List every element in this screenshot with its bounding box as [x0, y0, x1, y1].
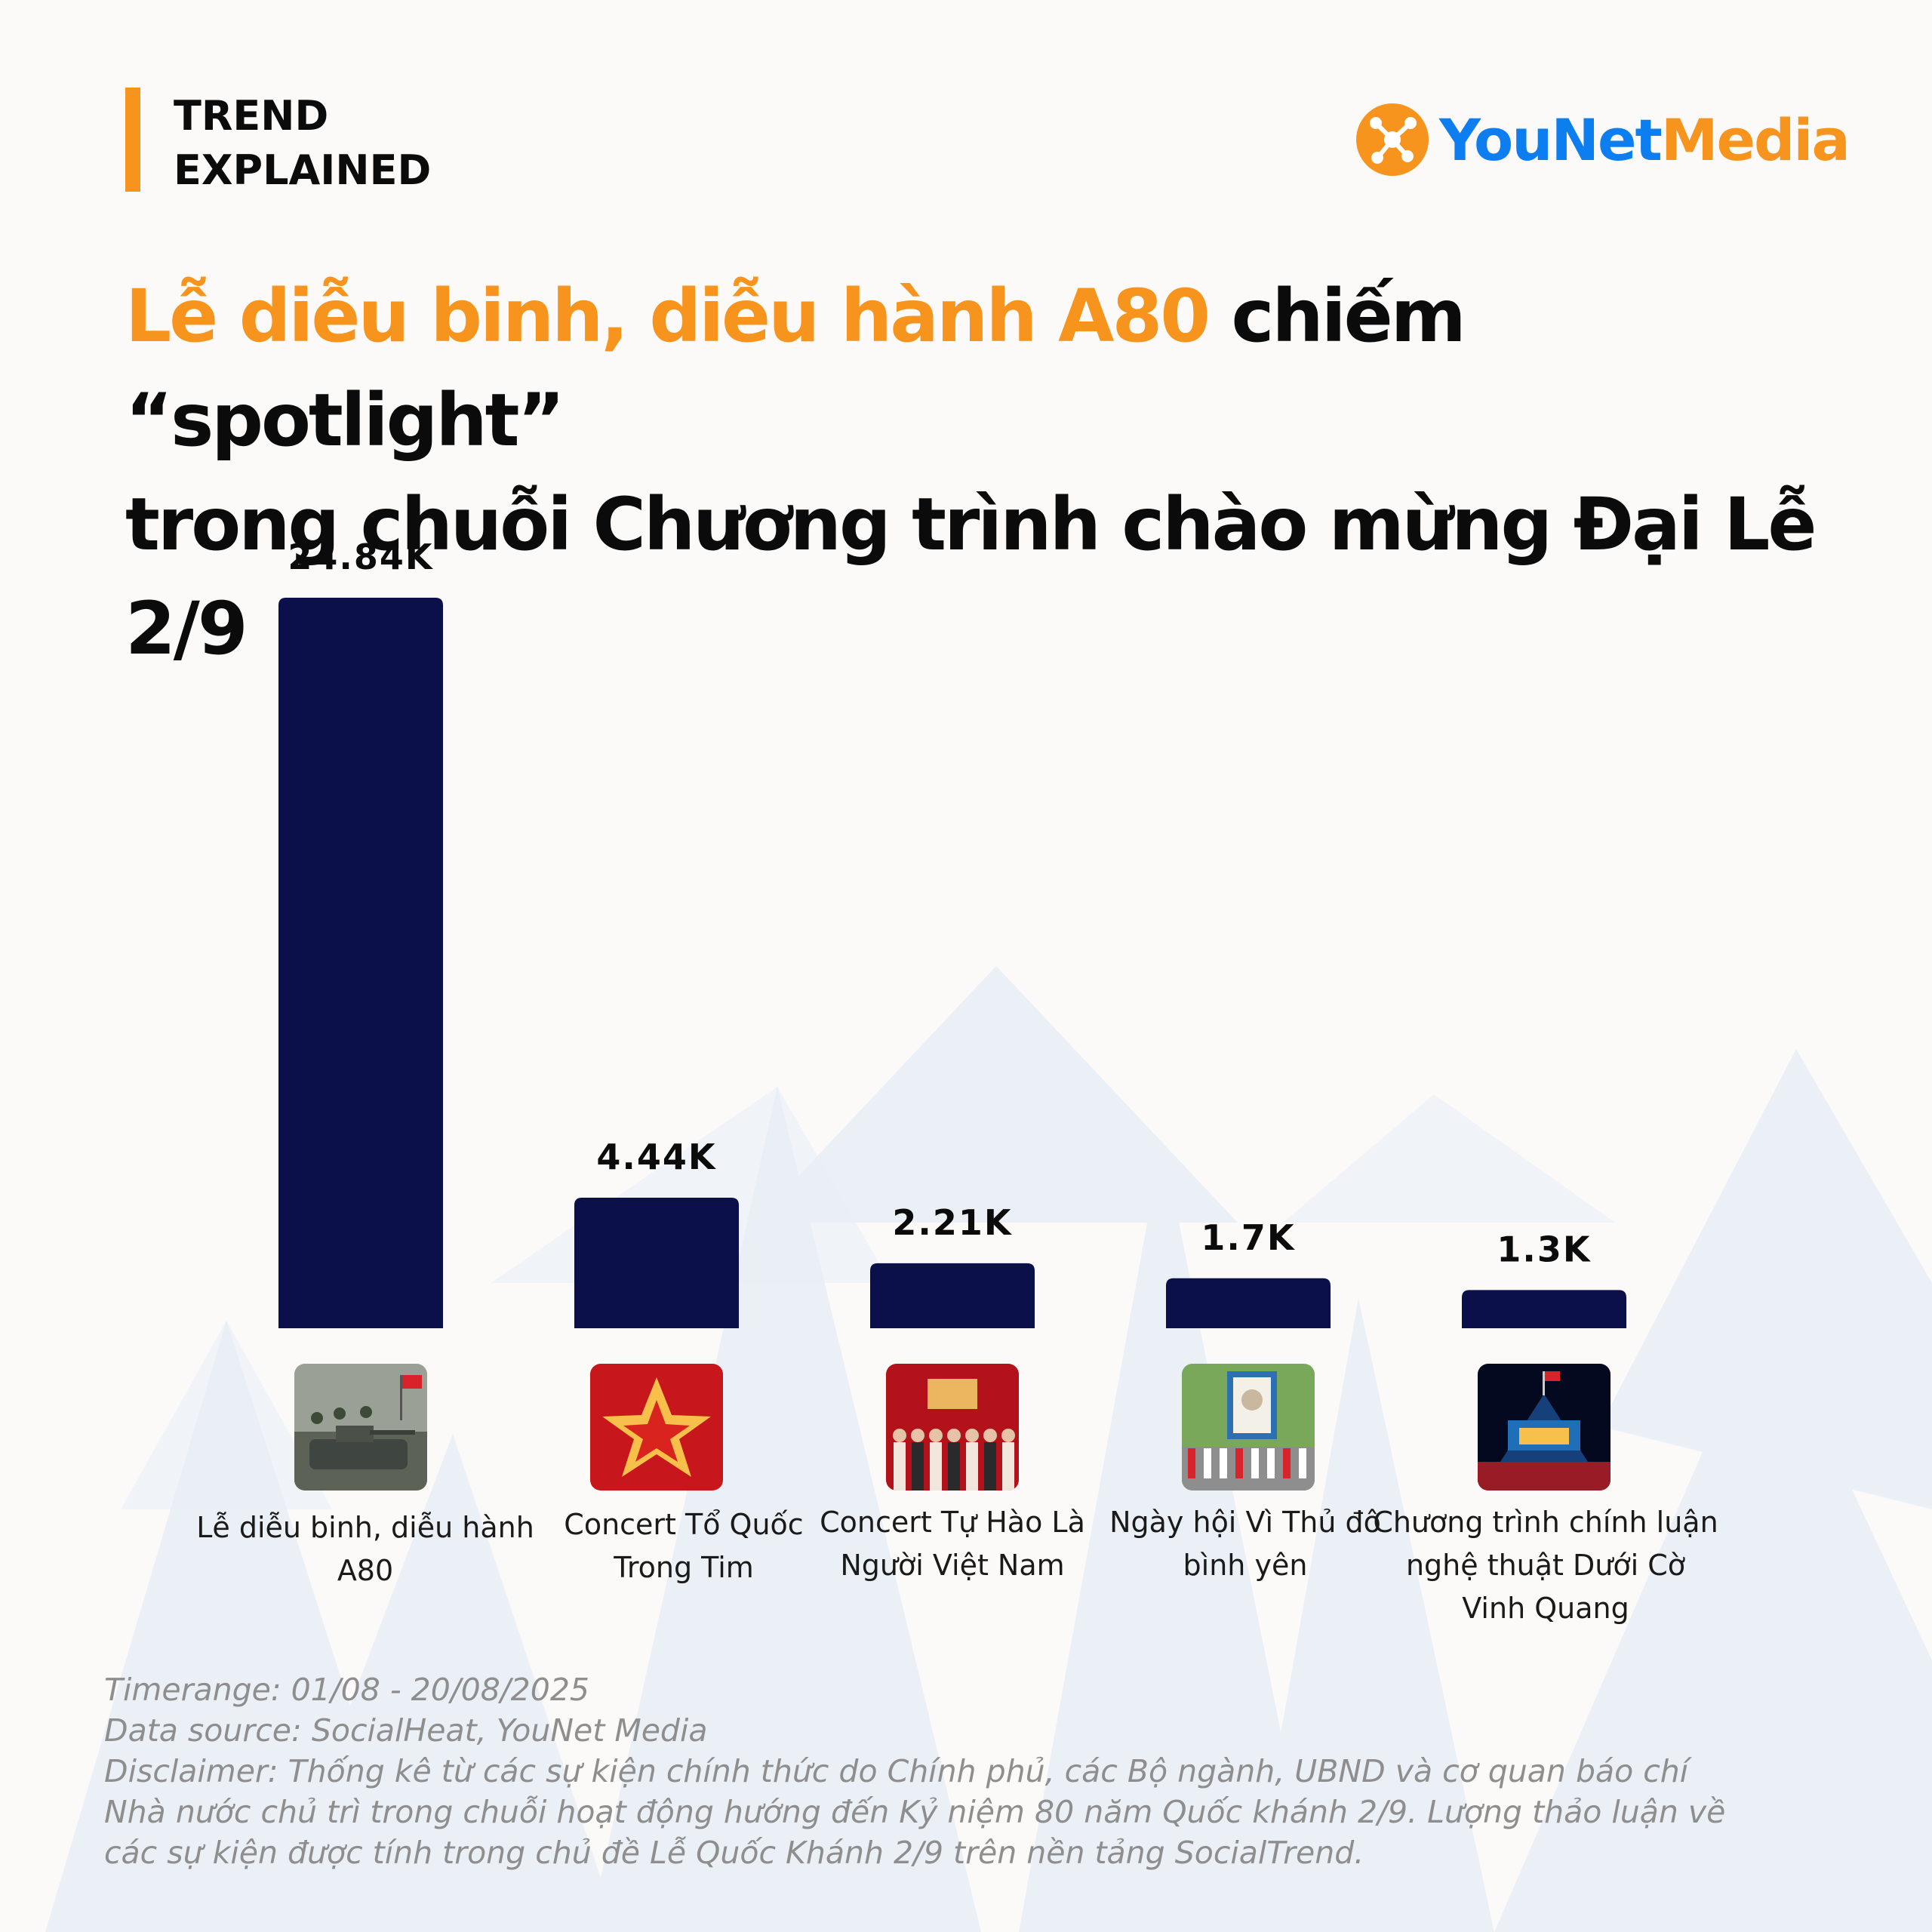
brand-name-part2: Media — [1660, 106, 1850, 174]
younet-network-icon — [1356, 103, 1429, 176]
data-label-4: 1.7K — [1201, 1217, 1295, 1258]
page-title: Lễ diễu binh, diễu hành A80 chiếm “spotl… — [125, 264, 1861, 681]
bar-chart: 24.84K Lễ diễu binh, diễu hành A80 4.44K Con… — [196, 537, 1718, 1625]
data-label-1: 24.84K — [288, 537, 434, 577]
star-flag-poster-icon — [590, 1364, 723, 1491]
tu-hao-viet-nam-poster-icon — [886, 1364, 1019, 1491]
category-label-4-line-1: Ngày hội Vì Thủ đô — [1109, 1506, 1381, 1539]
footer-timerange: Timerange: 01/08 - 20/08/2025 — [104, 1672, 589, 1708]
footer-notes: Timerange: 01/08 - 20/08/2025 Data sourc… — [104, 1669, 1840, 1873]
category-label-1-line-1: Lễ diễu binh, diễu hành — [196, 1511, 534, 1544]
bar-5 — [1462, 1290, 1626, 1328]
brand-logo: YouNetMedia — [1355, 102, 1850, 177]
footer-disclaimer-line1: Disclaimer: Thống kê từ các sự kiện chín… — [104, 1753, 1689, 1789]
trend-explained-label: TREND EXPLAINED — [174, 89, 431, 198]
title-highlight: Lễ diễu binh, diễu hành A80 — [125, 274, 1211, 358]
title-line1-rest: chiếm “spotlight” — [125, 274, 1466, 463]
category-label-3-line-1: Concert Tự Hào Là — [820, 1506, 1085, 1539]
bar-4 — [1166, 1278, 1331, 1328]
bar-1 — [278, 598, 443, 1328]
category-label-5-line-2: nghệ thuật Dưới Cờ — [1406, 1549, 1685, 1582]
category-label-2-line-1: Concert Tổ Quốc — [564, 1508, 803, 1541]
night-stage-photo-icon — [1478, 1364, 1611, 1491]
header-label-line1: TREND — [174, 92, 329, 140]
title-line2: trong chuỗi Chương trình chào mừng Đại L… — [125, 482, 1817, 671]
category-label-4-line-2: bình yên — [1183, 1549, 1308, 1582]
portrait-parade-photo-icon — [1182, 1364, 1315, 1491]
header-label-line2: EXPLAINED — [174, 146, 432, 194]
data-label-5: 1.3K — [1497, 1229, 1591, 1269]
bar-2 — [574, 1197, 739, 1328]
category-label-3-line-2: Người Việt Nam — [840, 1549, 1064, 1582]
bar-3 — [870, 1263, 1035, 1328]
tank-parade-photo-icon — [294, 1364, 427, 1491]
brand-name: YouNetMedia — [1439, 106, 1850, 174]
category-label-5-line-3: Vinh Quang — [1462, 1592, 1629, 1625]
data-label-2: 4.44K — [596, 1137, 716, 1177]
footer-source: Data source: SocialHeat, YouNet Media — [104, 1712, 708, 1749]
header-accent-bar — [125, 88, 140, 192]
data-label-3: 2.21K — [892, 1202, 1012, 1243]
category-label-2-line-2: Trong Tim — [613, 1551, 754, 1584]
title-line1: Lễ diễu binh, diễu hành A80 chiếm “spotl… — [125, 264, 1861, 472]
category-label-1-line-2: A80 — [337, 1554, 393, 1587]
footer-disclaimer-line2: Nhà nước chủ trì trong chuỗi hoạt động h… — [104, 1794, 1726, 1830]
brand-name-part1: YouNet — [1439, 106, 1663, 174]
category-label-5-line-1: Chương trình chính luận — [1373, 1506, 1718, 1539]
footer-disclaimer-line3: các sự kiện được tính trong chủ đề Lễ Qu… — [104, 1835, 1364, 1871]
